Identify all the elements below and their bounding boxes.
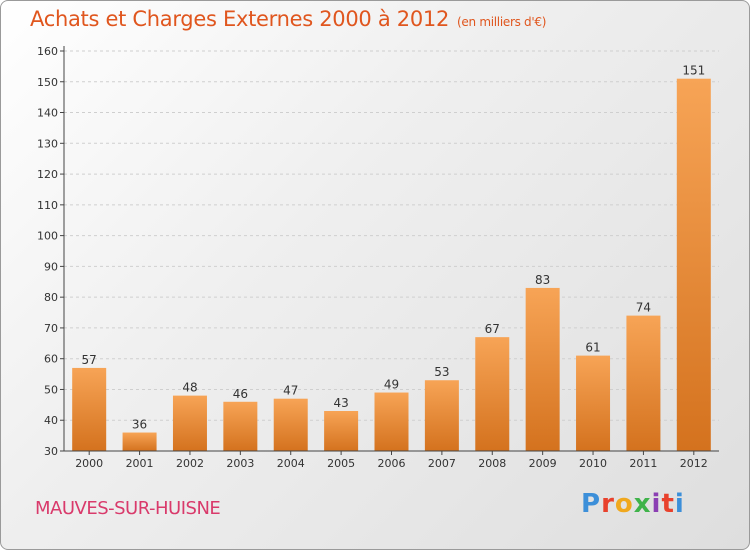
data-label: 74 bbox=[636, 301, 651, 315]
chart-title-text: Achats et Charges Externes 2000 à 2012 bbox=[30, 7, 450, 31]
bar-2011 bbox=[626, 315, 661, 451]
y-tick-label: 60 bbox=[44, 353, 58, 366]
grid-lines bbox=[64, 50, 719, 421]
commune-name: MAUVES-SUR-HUISNE bbox=[35, 498, 221, 519]
logo-letter: i bbox=[651, 489, 662, 519]
proxiti-logo: Proxiti bbox=[581, 489, 685, 519]
bar-2003 bbox=[223, 401, 258, 451]
data-label: 67 bbox=[485, 322, 500, 336]
x-tick-label: 2007 bbox=[428, 457, 456, 470]
y-tick-label: 130 bbox=[37, 137, 58, 150]
logo-letter: x bbox=[633, 489, 652, 519]
x-tick-label: 2009 bbox=[529, 457, 557, 470]
y-tick-label: 150 bbox=[37, 76, 58, 89]
chart-unit: (en milliers d'€) bbox=[457, 15, 547, 29]
data-label: 151 bbox=[682, 64, 705, 78]
y-tick-label: 120 bbox=[37, 168, 58, 181]
x-tick-label: 2006 bbox=[378, 457, 406, 470]
x-tick-label: 2003 bbox=[226, 457, 254, 470]
axes: 30 40 50 60 70 80 90 100 110 120 130 140 150 160 2000 2… bbox=[37, 45, 719, 470]
bars bbox=[72, 78, 711, 451]
x-tick-label: 2008 bbox=[478, 457, 506, 470]
x-tick-label: 2002 bbox=[176, 457, 204, 470]
bar-2009 bbox=[525, 287, 560, 451]
y-tick-label: 90 bbox=[44, 260, 58, 273]
x-tick-label: 2010 bbox=[579, 457, 607, 470]
logo-letter: t bbox=[661, 489, 675, 519]
y-tick-label: 40 bbox=[44, 414, 58, 427]
data-label: 47 bbox=[283, 384, 298, 398]
data-label: 61 bbox=[585, 341, 600, 355]
x-tick-label: 2012 bbox=[680, 457, 708, 470]
y-tick-label: 50 bbox=[44, 383, 58, 396]
y-tick-label: 70 bbox=[44, 322, 58, 335]
y-tick-label: 160 bbox=[37, 45, 58, 58]
data-label: 49 bbox=[384, 378, 399, 392]
x-tick-label: 2011 bbox=[629, 457, 657, 470]
data-label: 57 bbox=[82, 353, 97, 367]
bar-2002 bbox=[172, 395, 207, 451]
bar-2004 bbox=[273, 398, 308, 451]
bar-2007 bbox=[424, 380, 459, 451]
data-label: 53 bbox=[434, 365, 449, 379]
bar-2000 bbox=[72, 367, 107, 451]
data-label: 83 bbox=[535, 273, 550, 287]
chart-title: Achats et Charges Externes 2000 à 2012 (e… bbox=[30, 7, 546, 31]
y-tick-label: 30 bbox=[44, 445, 58, 458]
y-tick-label: 100 bbox=[37, 230, 58, 243]
bar-2008 bbox=[475, 337, 510, 451]
y-tick-label: 110 bbox=[37, 199, 58, 212]
x-tick-label: 2005 bbox=[327, 457, 355, 470]
bar-2001 bbox=[122, 432, 157, 451]
y-tick-label: 140 bbox=[37, 107, 58, 120]
x-tick-label: 2001 bbox=[126, 457, 154, 470]
x-tick-label: 2004 bbox=[277, 457, 305, 470]
logo-letter: r bbox=[601, 489, 615, 519]
data-label: 46 bbox=[233, 387, 248, 401]
logo-letter: i bbox=[674, 489, 685, 519]
bar-2006 bbox=[374, 392, 409, 451]
bar-2012 bbox=[676, 78, 711, 451]
data-label: 43 bbox=[333, 396, 348, 410]
x-tick-label: 2000 bbox=[75, 457, 103, 470]
data-labels: 57 36 48 46 47 43 49 53 67 83 61 74 151 bbox=[82, 64, 706, 432]
bar-2005 bbox=[324, 411, 359, 451]
y-tick-label: 80 bbox=[44, 291, 58, 304]
logo-letter: o bbox=[614, 489, 634, 519]
bar-2010 bbox=[576, 355, 611, 451]
data-label: 48 bbox=[182, 381, 197, 395]
data-label: 36 bbox=[132, 418, 147, 432]
logo-letter: P bbox=[581, 489, 602, 519]
